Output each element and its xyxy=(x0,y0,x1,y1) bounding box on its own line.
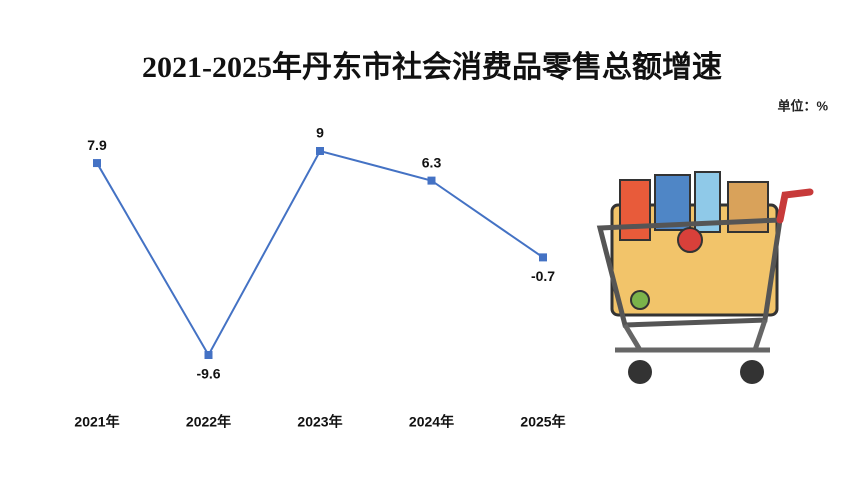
point xyxy=(427,176,436,185)
data-label: -9.6 xyxy=(196,366,220,382)
line xyxy=(96,149,544,358)
cart-item xyxy=(677,227,703,253)
cart-wheel xyxy=(628,360,652,384)
x-tick-label: 2022年 xyxy=(186,414,231,430)
point xyxy=(316,147,324,155)
data-label: 7.9 xyxy=(87,137,107,153)
x-tick-label: 2025年 xyxy=(520,414,565,430)
cart-wheel xyxy=(740,360,764,384)
cart-item xyxy=(619,179,651,241)
cart-frame xyxy=(615,319,770,353)
x-tick-label: 2024年 xyxy=(409,414,454,430)
cart-item xyxy=(654,174,691,231)
unit-label: 单位：% xyxy=(777,98,828,113)
shopping-cart-illustration xyxy=(596,171,814,384)
point xyxy=(204,351,213,359)
x-tick-label: 2023年 xyxy=(297,414,342,430)
chart-title: 2021-2025年丹东市社会消费品零售总额增速 xyxy=(142,50,722,84)
data-label: -0.7 xyxy=(531,268,555,284)
point xyxy=(539,253,547,262)
cart-item xyxy=(630,290,650,310)
cart-handle xyxy=(776,188,814,224)
data-label: 6.3 xyxy=(422,154,442,170)
x-tick-label: 2021年 xyxy=(74,414,119,430)
data-label: 9 xyxy=(316,125,324,141)
point xyxy=(93,159,101,168)
